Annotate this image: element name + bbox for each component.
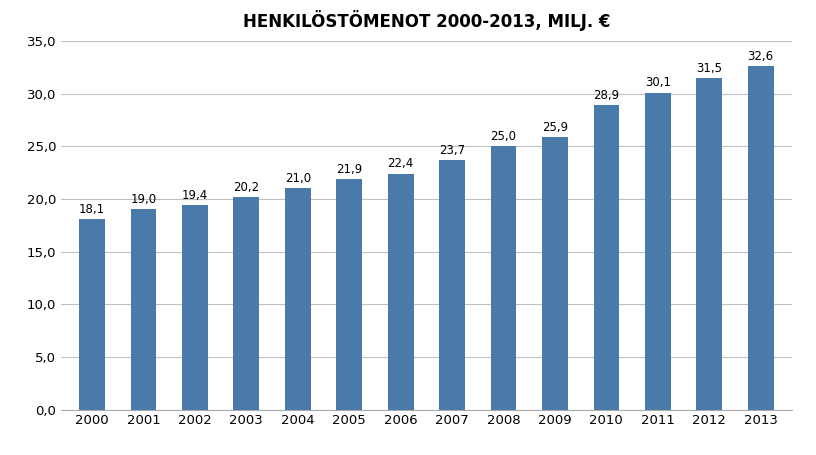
Bar <box>542 137 568 410</box>
Bar <box>439 160 465 410</box>
Text: 31,5: 31,5 <box>696 61 722 75</box>
Text: 21,0: 21,0 <box>285 172 311 185</box>
Text: 22,4: 22,4 <box>388 157 414 171</box>
Text: 32,6: 32,6 <box>747 50 774 63</box>
Title: HENKILÖSTÖMENOT 2000-2013, MILJ. €: HENKILÖSTÖMENOT 2000-2013, MILJ. € <box>242 10 610 31</box>
Text: 23,7: 23,7 <box>439 144 465 157</box>
Text: 28,9: 28,9 <box>593 89 619 102</box>
Bar <box>696 78 722 410</box>
Bar <box>388 174 414 410</box>
Text: 25,9: 25,9 <box>542 121 568 134</box>
Text: 20,2: 20,2 <box>233 181 259 194</box>
Text: 19,4: 19,4 <box>182 189 208 202</box>
Text: 21,9: 21,9 <box>336 163 362 176</box>
Bar <box>747 66 774 410</box>
Bar <box>131 209 157 410</box>
Bar <box>490 146 517 410</box>
Bar <box>285 188 311 410</box>
Text: 30,1: 30,1 <box>645 76 671 89</box>
Bar <box>233 197 259 410</box>
Bar <box>593 105 619 410</box>
Bar <box>645 92 671 410</box>
Text: 25,0: 25,0 <box>490 130 517 143</box>
Text: 19,0: 19,0 <box>131 193 157 206</box>
Bar <box>336 179 362 410</box>
Bar <box>79 219 105 410</box>
Text: 18,1: 18,1 <box>79 203 105 216</box>
Bar <box>182 205 208 410</box>
